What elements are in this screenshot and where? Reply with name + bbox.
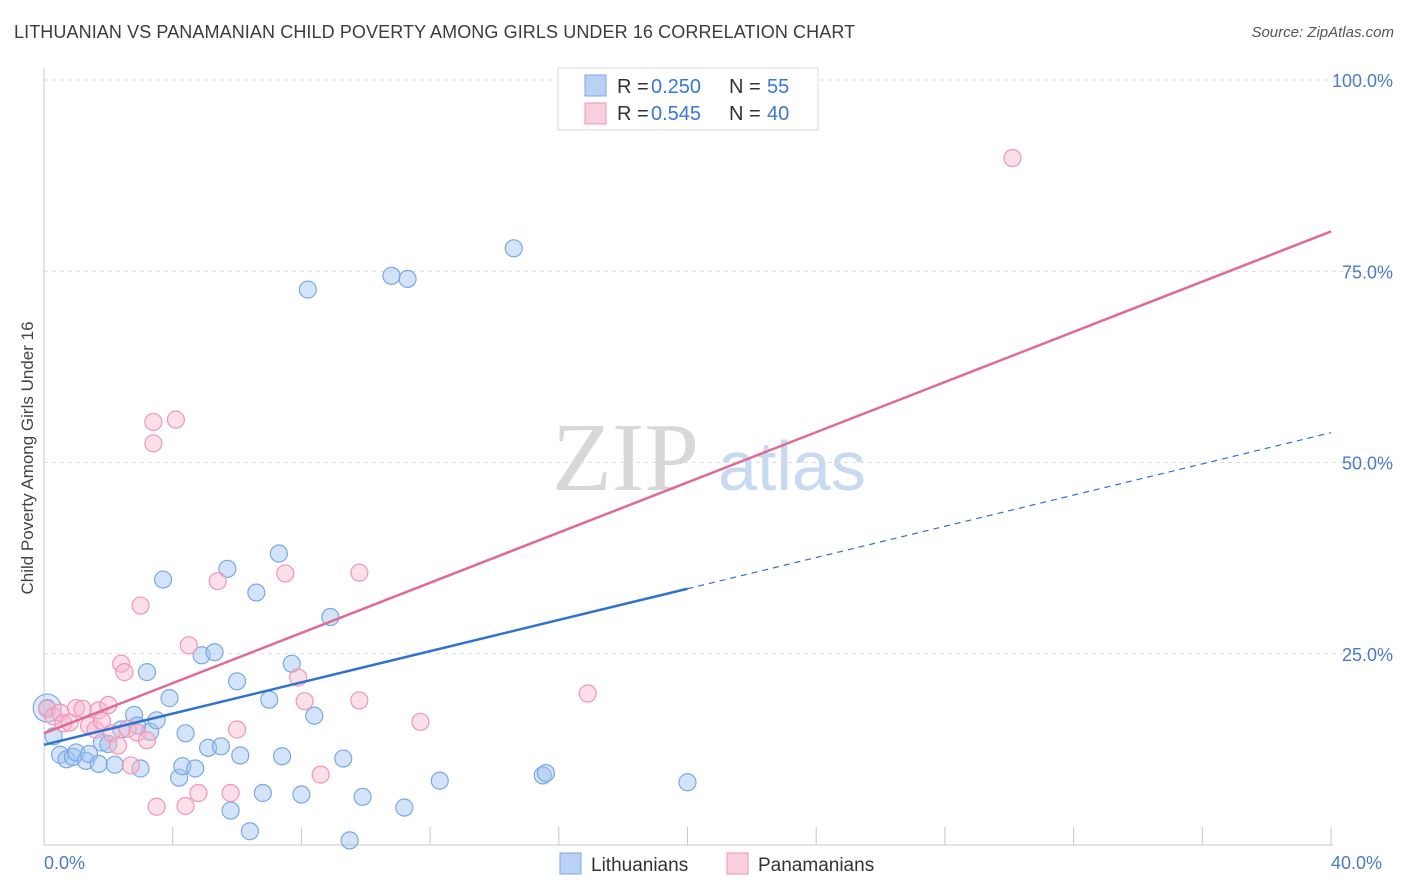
- lithuanian-point-37: [269, 544, 288, 563]
- panamanian-point-17: [121, 756, 140, 775]
- lithuanian-point-42: [305, 706, 324, 725]
- legend-swatch-panamanians: [584, 102, 607, 125]
- lithuanian-point-31: [227, 672, 247, 691]
- gridlines: [44, 79, 1392, 655]
- bottom-label-panamanians: Panamanians: [758, 855, 874, 876]
- panamanian-point-20: [137, 731, 157, 750]
- legend-swatch-lithuanians: [584, 74, 607, 97]
- lithuanian-point-7: [79, 744, 99, 764]
- bottom-label-lithuanians: Lithuanians: [591, 855, 688, 876]
- lithuanian-point-52: [533, 766, 552, 785]
- lithuanian-point-23: [176, 724, 195, 743]
- lithuanian-point-18: [147, 711, 166, 730]
- y-tick-label-1: 75.0%: [1342, 262, 1393, 282]
- panamanian-point-19: [131, 596, 150, 615]
- panamanian-point-33: [295, 692, 314, 711]
- panamanian-point-30: [227, 720, 247, 739]
- trend-lines: [43, 230, 1332, 746]
- lithuanian-point-16: [137, 663, 157, 682]
- panamanian-point-35: [350, 563, 369, 582]
- panamanian-point-28: [208, 571, 227, 591]
- panamanian-point-29: [221, 783, 240, 803]
- lithuanian-point-40: [292, 785, 311, 804]
- lithuanian-point-51: [504, 239, 523, 258]
- panamanian-point-31: [276, 564, 295, 583]
- lithuanian-trend-dashed: [687, 432, 1332, 590]
- panamanian-point-34: [311, 765, 330, 784]
- panamanian-point-27: [189, 783, 208, 803]
- lithuanian-point-44: [334, 749, 353, 768]
- watermark-zip: ZIP: [552, 404, 699, 512]
- source-label: Source: ZipAtlas.com: [1251, 24, 1394, 41]
- lithuanian-point-46: [353, 787, 372, 806]
- legend-n-label-1: N =: [729, 76, 761, 98]
- panamanian-point-26: [179, 636, 198, 655]
- panamanian-point-13: [108, 736, 128, 755]
- lithuanian-point-38: [272, 747, 292, 766]
- panamanian-points: [38, 148, 1022, 816]
- legend-n-label-2: N =: [729, 103, 761, 125]
- lithuanian-point-19: [153, 570, 173, 589]
- x-tick-max: 40.0%: [1331, 853, 1382, 873]
- lithuanian-point-30: [221, 801, 240, 820]
- lithuanian-point-11: [105, 755, 124, 774]
- y-tick-labels: 100.0% 75.0% 50.0% 25.0%: [1332, 71, 1393, 665]
- panamanian-point-15: [115, 663, 134, 682]
- panamanian-point-5: [67, 698, 86, 718]
- panamanian-point-36: [350, 691, 369, 710]
- lithuanian-point-50: [430, 771, 449, 790]
- watermark: ZIP atlas: [552, 404, 866, 512]
- lithuanian-point-27: [205, 643, 224, 662]
- panamanian-point-23: [147, 797, 166, 816]
- bottom-legend: Lithuanians Panamanians: [559, 852, 874, 876]
- stats-legend: R = 0.250 N = 55 R = 0.545 N = 40: [557, 67, 819, 131]
- lithuanian-point-29: [218, 559, 237, 578]
- y-tick-label-2: 50.0%: [1342, 454, 1393, 474]
- lithuanian-point-54: [678, 773, 697, 792]
- lithuanian-point-24: [186, 759, 205, 778]
- chart-title: LITHUANIAN VS PANAMANIAN CHILD POVERTY A…: [14, 22, 856, 42]
- lithuanian-point-28: [211, 737, 231, 756]
- lithuanian-point-49: [398, 269, 417, 288]
- lithuanian-point-48: [395, 798, 414, 817]
- panamanian-point-22: [144, 434, 163, 453]
- bottom-swatch-lithuanians: [559, 852, 582, 875]
- watermark-atlas: atlas: [718, 427, 866, 505]
- panamanian-point-24: [166, 410, 186, 429]
- legend-r-label-1: R =: [617, 76, 649, 98]
- lithuanian-point-47: [382, 266, 401, 285]
- legend-r-label-2: R =: [617, 103, 649, 125]
- legend-n-value-2: 40: [767, 103, 789, 125]
- lithuanian-point-33: [240, 822, 260, 841]
- legend-r-value-1: 0.250: [651, 76, 701, 98]
- y-axis-label: Child Poverty Among Girls Under 16: [18, 321, 37, 594]
- panamanian-point-18: [128, 723, 147, 742]
- y-tick-label-3: 25.0%: [1342, 645, 1393, 665]
- lithuanian-point-8: [89, 754, 108, 774]
- y-tick-label-0: 100.0%: [1332, 71, 1393, 91]
- panamanian-point-37: [411, 712, 430, 731]
- lithuanian-point-45: [340, 831, 359, 850]
- panamanian-point-25: [176, 796, 195, 816]
- lithuanian-point-21: [170, 768, 189, 787]
- legend-n-value-1: 55: [767, 76, 789, 98]
- lithuanian-trend-solid: [43, 587, 688, 746]
- lithuanian-point-35: [253, 783, 272, 803]
- lithuanian-point-36: [260, 690, 279, 709]
- panamanian-point-39: [1003, 148, 1022, 168]
- panamanian-trend: [43, 230, 1332, 735]
- bottom-swatch-panamanians: [726, 852, 749, 875]
- lithuanian-point-53: [536, 763, 556, 783]
- lithuanian-point-32: [231, 746, 250, 765]
- lithuanian-point-20: [160, 689, 179, 708]
- x-tick-min: 0.0%: [44, 853, 85, 873]
- panamanian-point-38: [578, 684, 597, 703]
- lithuanian-point-41: [298, 280, 317, 299]
- panamanian-point-21: [144, 412, 163, 432]
- legend-r-value-2: 0.545: [651, 103, 701, 125]
- lithuanian-point-34: [247, 583, 266, 602]
